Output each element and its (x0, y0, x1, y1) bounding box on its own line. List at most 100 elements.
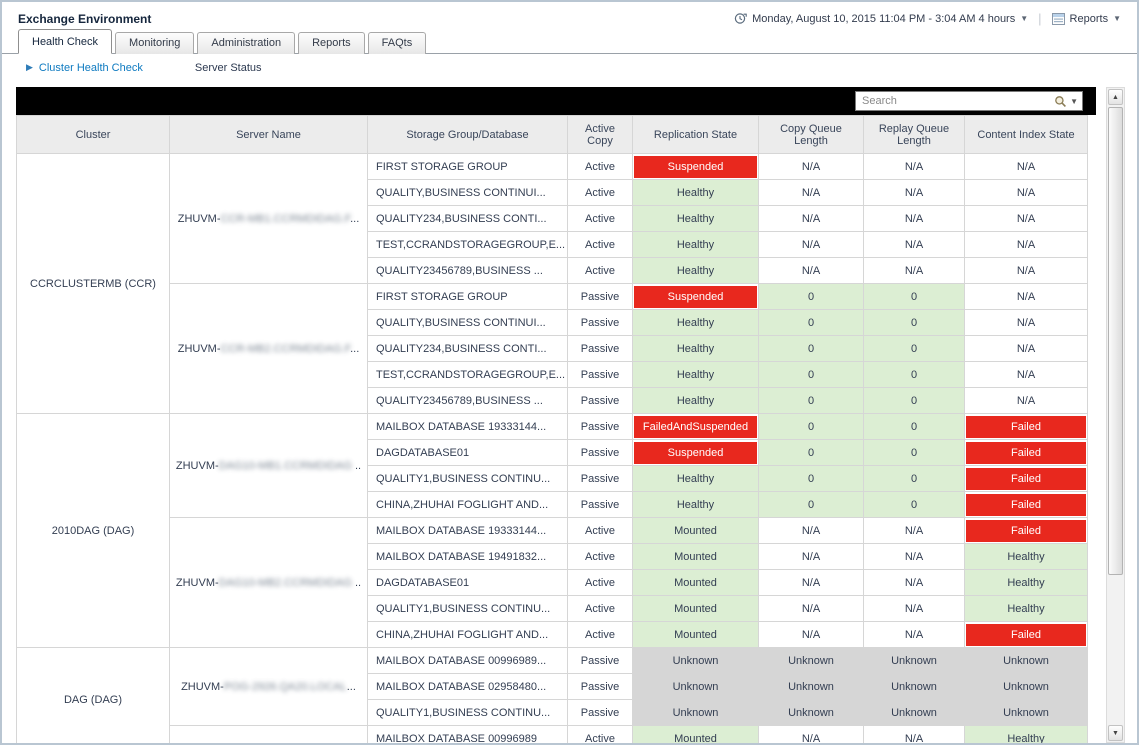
column-header-storage-group-database[interactable]: Storage Group/Database (367, 115, 568, 154)
table-row[interactable]: ZHUVM-DAG10-MB2.CCRMDIDAG .. MAILBOX DATA… (17, 517, 1088, 648)
server-name-redacted: DAG10-MB2.CCRMDIDAG (218, 576, 352, 589)
table-header-row: Cluster Server Name Storage Group/Database… (16, 115, 1088, 154)
table-row[interactable]: QUALITY23456789,BUSINESS ... Active Health… (17, 257, 1088, 284)
column-header-content-index-state[interactable]: Content Index State (964, 115, 1088, 154)
storage-group-cell: QUALITY,BUSINESS CONTINUI... (367, 309, 568, 336)
content-index-state-cell: Unknown (964, 673, 1088, 700)
table-row[interactable]: MAILBOX DATABASE 00996989 Active Mounted N/… (17, 725, 1088, 743)
server-name-suffix: ... (350, 342, 360, 355)
replication-state-cell: Unknown (632, 699, 759, 726)
replication-state-cell: Healthy (632, 231, 759, 258)
table-row[interactable]: QUALITY,BUSINESS CONTINUI... Active Health… (17, 179, 1088, 206)
table-row[interactable]: MAILBOX DATABASE 02958480... Passive Unkno… (17, 673, 1088, 700)
copy-queue-length-cell: N/A (758, 153, 864, 180)
replay-queue-length-cell: N/A (863, 153, 965, 180)
content-index-state-cell: N/A (964, 205, 1088, 232)
replication-state-cell: FailedAndSuspended (632, 413, 759, 440)
replay-queue-length-cell: 0 (863, 439, 965, 466)
vertical-scrollbar[interactable]: ▲ ▼ (1106, 87, 1125, 743)
active-copy-cell: Active (567, 231, 633, 258)
copy-queue-length-cell: N/A (758, 205, 864, 232)
copy-queue-length-cell: 0 (758, 361, 864, 388)
replication-state-cell: Suspended (632, 283, 759, 310)
cluster-cell: 2010DAG (DAG) (16, 413, 170, 648)
column-header-replay-queue-length[interactable]: Replay Queue Length (863, 115, 965, 154)
table-row[interactable]: QUALITY,BUSINESS CONTINUI... Passive Healt… (17, 309, 1088, 336)
copy-queue-length-cell: N/A (758, 517, 864, 544)
replication-state-cell: Healthy (632, 205, 759, 232)
active-copy-cell: Passive (567, 361, 633, 388)
page-title: Exchange Environment (18, 11, 152, 26)
reports-menu-button[interactable]: Reports ▼ (1051, 12, 1121, 25)
replay-queue-length-cell: N/A (863, 543, 965, 570)
table-row[interactable]: DAGDATABASE01 Active Mounted N/A N/A Healthy (17, 569, 1088, 596)
tab-bar: Health Check Monitoring Administration Repo… (2, 29, 1137, 54)
tab-health-check[interactable]: Health Check (18, 29, 113, 54)
storage-group-cell: MAILBOX DATABASE 19333144... (367, 517, 568, 544)
replay-queue-length-cell: N/A (863, 257, 965, 284)
table-row[interactable]: QUALITY234,BUSINESS CONTI... Passive Healt… (17, 335, 1088, 362)
time-range-selector[interactable]: Monday, August 10, 2015 11:04 PM - 3:04 … (734, 12, 1028, 25)
copy-queue-length-cell: N/A (758, 569, 864, 596)
content-index-state-cell: Healthy (964, 543, 1088, 570)
table-row[interactable]: TEST,CCRANDSTORAGEGROUP,E... Active Health… (17, 231, 1088, 258)
copy-queue-length-cell: 0 (758, 283, 864, 310)
copy-queue-length-cell: N/A (758, 543, 864, 570)
replay-queue-length-cell: N/A (863, 231, 965, 258)
table-row[interactable]: MAILBOX DATABASE 19491832... Active Mounte… (17, 543, 1088, 570)
copy-queue-length-cell: N/A (758, 231, 864, 258)
server-name-cell: ZHUVM-CCR-MB1.CCRMDIDAG.F... (169, 153, 368, 284)
cluster-cell: CCRCLUSTERMB (CCR) (16, 153, 170, 414)
table-row[interactable]: CHINA,ZHUHAI FOGLIGHT AND... Active Mounte… (17, 621, 1088, 648)
storage-group-cell: TEST,CCRANDSTORAGEGROUP,E... (367, 231, 568, 258)
table-row[interactable]: 2010DAG (DAG) ZHUVM-DAG10-MB1.CCRMDIDAG .… (16, 413, 1088, 648)
breadcrumb-cluster-health-check[interactable]: Cluster Health Check (38, 61, 143, 74)
storage-group-cell: MAILBOX DATABASE 00996989... (367, 647, 568, 674)
replication-state-cell: Healthy (632, 309, 759, 336)
search-options-caret-icon[interactable]: ▼ (1070, 96, 1078, 106)
column-header-cluster[interactable]: Cluster (16, 115, 170, 154)
content-index-state-cell: Failed (964, 517, 1088, 544)
search-input[interactable] (862, 95, 1055, 107)
tab-faqts[interactable]: FAQts (367, 32, 427, 54)
table-row[interactable]: CCRCLUSTERMB (CCR) ZHUVM-CCR-MB1.CCRMDIDA… (16, 153, 1088, 414)
scroll-up-icon[interactable]: ▲ (1108, 89, 1123, 105)
active-copy-cell: Passive (567, 491, 633, 518)
table-row[interactable]: CHINA,ZHUHAI FOGLIGHT AND... Passive Healt… (17, 491, 1088, 518)
server-name-suffix: .. (351, 459, 362, 472)
column-header-active-copy[interactable]: Active Copy (567, 115, 633, 154)
column-header-server-name[interactable]: Server Name (169, 115, 368, 154)
active-copy-cell: Active (567, 179, 633, 206)
replication-state-cell: Mounted (632, 621, 759, 648)
copy-queue-length-cell: N/A (758, 595, 864, 622)
copy-queue-length-cell: 0 (758, 309, 864, 336)
tab-monitoring[interactable]: Monitoring (115, 32, 195, 54)
nav-server-status[interactable]: Server Status (194, 61, 262, 74)
replication-state-cell: Suspended (632, 439, 759, 466)
table-row[interactable]: ZHUVM-CCR-MB2.CCRMDIDAG.F... FIRST STORAG… (17, 283, 1088, 414)
table-row[interactable]: DAG (DAG) ZHUVM-POG-2926.QA20.LOCAL... MAI… (16, 647, 1088, 743)
copy-queue-length-cell: Unknown (758, 673, 864, 700)
search-box: ▼ (855, 91, 1083, 111)
server-name-cell: ZHUVM-CCR-MB2.CCRMDIDAG.F... (169, 283, 368, 414)
active-copy-cell: Passive (567, 699, 633, 726)
storage-group-cell: DAGDATABASE01 (367, 569, 568, 596)
scrollbar-thumb[interactable] (1108, 107, 1123, 575)
tab-reports[interactable]: Reports (298, 32, 365, 54)
storage-group-cell: MAILBOX DATABASE 19491832... (367, 543, 568, 570)
table-row[interactable]: DAGDATABASE01 Passive Suspended 0 0 Failed (17, 439, 1088, 466)
scroll-down-icon[interactable]: ▼ (1108, 725, 1123, 741)
active-copy-cell: Passive (567, 673, 633, 700)
cluster-cell: DAG (DAG) (16, 647, 170, 743)
table-row[interactable]: QUALITY1,BUSINESS CONTINU... Passive Healt… (17, 465, 1088, 492)
copy-queue-length-cell: N/A (758, 621, 864, 648)
tab-administration[interactable]: Administration (197, 32, 296, 54)
server-name-redacted: DAG10-MB1.CCRMDIDAG (218, 459, 352, 472)
table-row[interactable]: QUALITY234,BUSINESS CONTI... Active Health… (17, 205, 1088, 232)
search-icon[interactable] (1054, 95, 1067, 108)
content-index-state-cell: N/A (964, 387, 1088, 414)
column-header-replication-state[interactable]: Replication State (632, 115, 759, 154)
column-header-copy-queue-length[interactable]: Copy Queue Length (758, 115, 864, 154)
table-row[interactable]: QUALITY1,BUSINESS CONTINU... Active Mounte… (17, 595, 1088, 622)
